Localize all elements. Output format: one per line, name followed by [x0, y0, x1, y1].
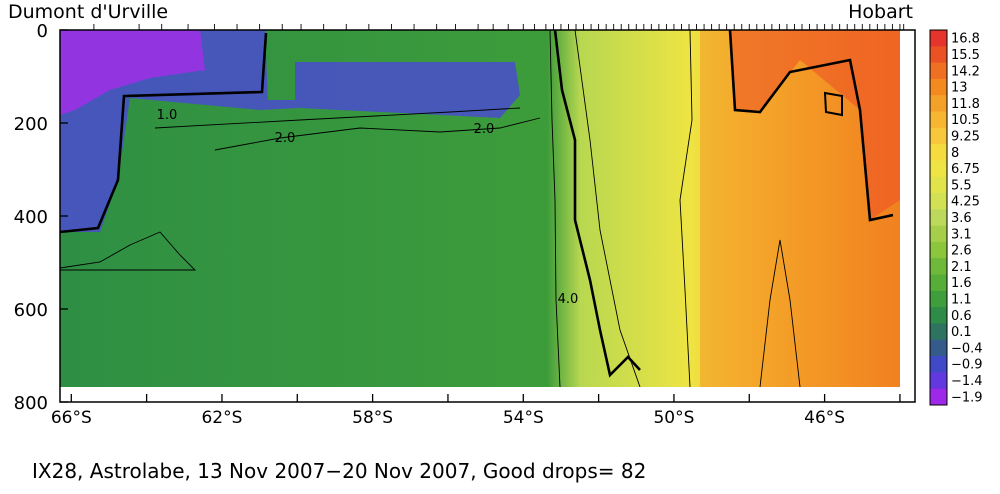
x-tick-label: 58°S — [352, 408, 393, 428]
colorbar-label: 2.1 — [951, 260, 972, 275]
colorbar: 16.815.514.21311.810.59.2586.755.54.253.… — [929, 29, 983, 406]
colorbar-label: −0.4 — [951, 341, 983, 356]
colorbar-label: 9.25 — [951, 129, 980, 144]
colorbar-swatch — [930, 78, 947, 96]
colorbar-swatch — [930, 95, 947, 113]
colorbar-label: 13 — [951, 81, 968, 96]
x-tick-label: 54°S — [503, 408, 544, 428]
colorbar-swatch — [930, 339, 947, 357]
y-tick-label: 0 — [37, 21, 48, 42]
plot-area — [59, 29, 900, 388]
colorbar-swatch — [930, 209, 947, 227]
x-tick-label: 46°S — [804, 408, 845, 428]
colorbar-swatch — [930, 307, 947, 324]
colorbar-frame — [929, 29, 948, 406]
colorbar-swatch — [930, 144, 947, 161]
contour-line — [154, 107, 521, 129]
colorbar-label: 3.1 — [951, 227, 972, 242]
colorbar-label: 16.8 — [951, 32, 980, 47]
colorbar-label: 3.6 — [951, 211, 972, 226]
colorbar-swatch — [930, 388, 947, 406]
figure-caption: IX28, Astrolabe, 13 Nov 2007−20 Nov 2007… — [32, 459, 646, 483]
colorbar-swatch — [930, 62, 947, 80]
warmest-water-region — [730, 30, 900, 220]
contour-line — [59, 32, 268, 234]
y-tick-label: 800 — [14, 393, 48, 414]
cast-position-ticks — [93, 24, 905, 30]
colorbar-swatch — [930, 372, 947, 390]
colorbar-label: −0.9 — [951, 358, 983, 373]
colorbar-label: 2.6 — [951, 244, 972, 259]
contour-line — [214, 117, 541, 151]
contour-line — [549, 29, 561, 388]
colorbar-label: 0.6 — [951, 309, 972, 324]
colorbar-swatch — [930, 176, 947, 194]
colorbar-label: 10.5 — [951, 113, 980, 128]
colorbar-label: −1.9 — [951, 390, 983, 405]
colorbar-label: −1.4 — [951, 374, 983, 389]
colorbar-label: 1.1 — [951, 293, 972, 308]
contour-line — [574, 29, 641, 388]
colorbar-swatch — [930, 46, 947, 64]
colorbar-label: 1.6 — [951, 276, 972, 291]
colorbar-label: 11.8 — [951, 97, 980, 112]
y-tick-label: 400 — [14, 207, 48, 228]
y-tick-label: 600 — [14, 300, 48, 321]
x-tick-label: 62°S — [201, 408, 242, 428]
x-tick-label: 66°S — [51, 408, 92, 428]
contour-label: 2.0 — [275, 131, 296, 146]
colorbar-swatch — [930, 127, 947, 145]
contour-label: 1.0 — [157, 108, 178, 123]
colorbar-swatch — [930, 30, 947, 47]
colorbar-swatch — [930, 274, 947, 292]
coldest-water-region — [60, 30, 205, 115]
colorbar-label: 6.75 — [951, 162, 980, 177]
colorbar-swatch — [930, 290, 947, 308]
contour-line — [59, 231, 197, 271]
cold-water-region — [60, 30, 520, 232]
warm-water-region — [700, 30, 900, 387]
contour-label: 2.0 — [474, 122, 495, 137]
contour-line — [679, 29, 693, 388]
colorbar-label: 15.5 — [951, 48, 980, 63]
start-port-label: Dumont d'Urville — [8, 1, 168, 23]
x-tick-label: 50°S — [653, 408, 694, 428]
colorbar-swatch — [930, 111, 947, 129]
y-axis: 0 200 400 600 800 — [14, 21, 68, 414]
colorbar-swatch — [930, 160, 947, 178]
contour-line — [759, 239, 801, 388]
colorbar-label: 0.1 — [951, 325, 972, 340]
contour-labels: 1.0 2.0 2.0 4.0 — [157, 108, 579, 307]
colorbar-label: 8 — [951, 146, 959, 161]
y-tick-label: 200 — [14, 114, 48, 135]
contour-line — [553, 29, 641, 378]
colorbar-label: 4.25 — [951, 195, 980, 210]
contour-line — [728, 29, 894, 222]
contour-line — [823, 91, 843, 117]
end-port-label: Hobart — [848, 1, 913, 23]
colorbar-label: 5.5 — [951, 178, 972, 193]
colorbar-swatch — [930, 225, 947, 243]
colorbar-swatch — [930, 323, 947, 341]
colorbar-swatch — [930, 356, 947, 373]
contour-lines — [59, 29, 894, 388]
colorbar-swatch — [930, 258, 947, 276]
contour-label: 4.0 — [558, 292, 579, 307]
colorbar-swatch — [930, 241, 947, 259]
colorbar-swatch — [930, 193, 947, 210]
x-axis: 66°S 62°S 58°S 54°S 50°S 46°S — [51, 394, 901, 428]
colorbar-label: 14.2 — [951, 64, 980, 79]
